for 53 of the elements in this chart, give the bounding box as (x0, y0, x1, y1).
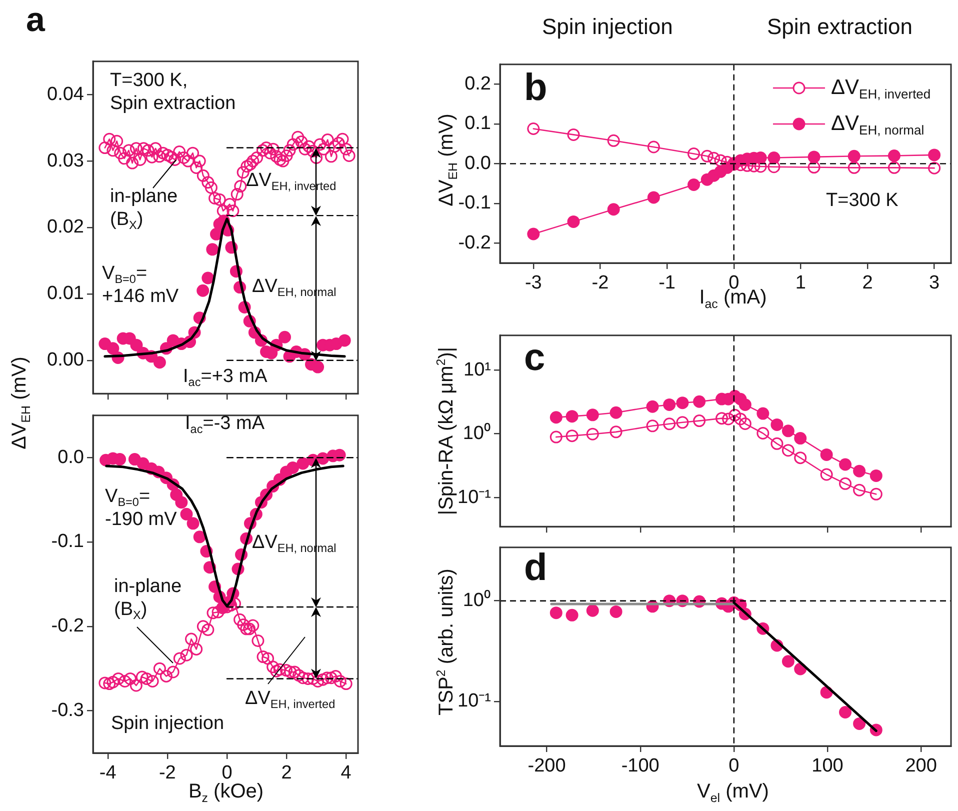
y-tick-label: 0.2 (464, 73, 491, 94)
annotation: in-plane (B$_{X}$) (110, 186, 178, 232)
y-tick-label: 0.04 (47, 84, 84, 105)
x-tick-label: -1 (658, 272, 676, 294)
annotation: c (524, 336, 546, 381)
y-tick-label: 10⁻¹ (458, 486, 491, 508)
x-tick-label: 1 (795, 272, 806, 294)
y-tick-label: 10⁰ (462, 422, 491, 444)
text: Spin injection (542, 14, 673, 40)
y-tick-label: 10¹ (464, 359, 491, 380)
y-tick-label: -0.2 (51, 616, 84, 637)
x-tick-label: -3 (524, 272, 542, 294)
annotation: V$_{B=0}$= -190 mV (105, 486, 177, 532)
x-tick-label: -100 (621, 756, 660, 777)
x-tick-label: 200 (905, 756, 937, 777)
y-tick-label: -0.2 (458, 232, 491, 254)
legend-label: ΔV$_{EH, normal}$ (831, 112, 924, 138)
y-tick-label: 0.0 (58, 446, 84, 468)
annotation: V$_{B=0}$= +146 mV (102, 263, 179, 309)
x-tick-label: 100 (812, 756, 844, 777)
y-tick-label: 0.0 (464, 152, 491, 174)
annotation: I$_{ac}$=-3 mA (185, 413, 264, 436)
annotation: Spin injection (111, 713, 224, 736)
text: a (26, 0, 45, 41)
legend-label: ΔV$_{EH, inverted}$ (831, 76, 931, 102)
annotation: T=300 K, Spin extraction (110, 70, 236, 116)
x-tick-label: -2 (592, 272, 609, 294)
y-tick-label: 0.01 (47, 283, 84, 304)
annotation: b (524, 66, 548, 111)
text: Spin extraction (767, 14, 913, 40)
y-tick-label: 0.00 (47, 350, 84, 371)
x-tick-label: 2 (862, 272, 873, 294)
y-tick-label: -0.1 (51, 531, 84, 552)
annotation: ΔV$_{EH, inverted}$ (245, 688, 336, 712)
x-tick-label: -200 (528, 756, 566, 777)
annotation: I$_{ac}$=+3 mA (183, 366, 268, 390)
x-tick-label: 2 (281, 762, 292, 784)
x-tick-label: 4 (340, 762, 352, 784)
x-tick-label: 0 (728, 756, 740, 777)
y-tick-label: 10⁰ (462, 589, 491, 612)
y-tick-label: 0.03 (47, 150, 84, 172)
x-tick-label: -4 (99, 762, 117, 784)
y-tick-label: -0.3 (51, 700, 84, 722)
y-tick-label: -0.1 (458, 192, 491, 214)
x-axis-title: V$_{el}$ (mV) (697, 780, 769, 805)
annotation: d (524, 546, 548, 591)
y-tick-label: 10⁻¹ (458, 690, 491, 712)
x-tick-label: 3 (929, 272, 940, 294)
x-tick-label: -2 (158, 762, 176, 784)
y-tick-label: 0.02 (47, 216, 84, 238)
annotation: in-plane (B$_{X}$) (114, 576, 182, 622)
y-tick-label: 0.1 (464, 113, 491, 134)
annotation: T=300 K (826, 190, 898, 213)
